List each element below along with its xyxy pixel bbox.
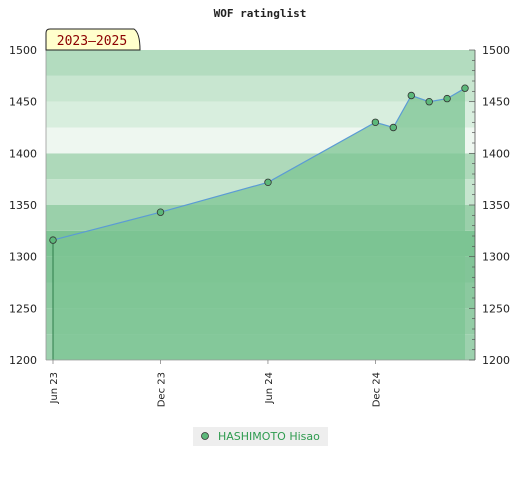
x-ticks: Jun 23 Dec 23 Jun 24 Dec 24 [49,360,382,407]
period-badge-box [45,28,141,51]
data-point [407,91,415,100]
legend: HASHIMOTO Hisao [193,427,328,446]
y-ticks-left: 1200 1250 1300 1350 1400 1450 1500 [9,44,37,367]
y-tick-label-right: 1350 [482,199,510,212]
legend-marker-icon [201,432,209,440]
y-tick-label-left: 1250 [9,302,37,315]
y-tick-label-right: 1500 [482,44,510,57]
y-tick-label-left: 1300 [9,251,37,264]
data-point [371,118,380,126]
y-tick-label-left: 1500 [9,44,37,57]
y-tick-label-left: 1350 [9,199,37,212]
legend-series-name: HASHIMOTO Hisao [218,430,320,443]
y-tick-label-right: 1450 [482,96,510,109]
chart-title: WOF ratinglist [214,7,307,20]
y-tick-label-left: 1400 [9,147,37,160]
period-badge-label: 2023–2025 [57,34,127,49]
y-tick-label-right: 1300 [482,251,510,264]
data-point [264,178,272,186]
data-point [156,208,165,216]
x-tick-label: Dec 24 [371,372,382,407]
axes [45,49,476,361]
data-point [461,84,469,92]
data-markers [49,84,469,244]
data-point [49,236,57,244]
y-tick-label-right: 1200 [482,354,510,367]
data-point [389,123,397,132]
data-point [425,97,433,106]
background-band [46,50,475,76]
y-ticks-right: 1200 1250 1300 1350 1400 1450 1500 [482,44,510,367]
background-band [46,75,475,102]
x-tick-label: Dec 23 [156,372,167,407]
data-point [443,94,451,103]
x-tick-label: Jun 23 [49,372,60,405]
y-tick-label-right: 1400 [482,147,510,160]
y-tick-label-left: 1450 [9,96,37,109]
x-tick-label: Jun 24 [264,372,275,405]
y-tick-label-right: 1250 [482,302,510,315]
y-tick-label-left: 1200 [9,354,37,367]
period-badge: 2023–2025 [45,28,141,51]
legend-box [193,427,328,446]
series-area [53,88,465,360]
